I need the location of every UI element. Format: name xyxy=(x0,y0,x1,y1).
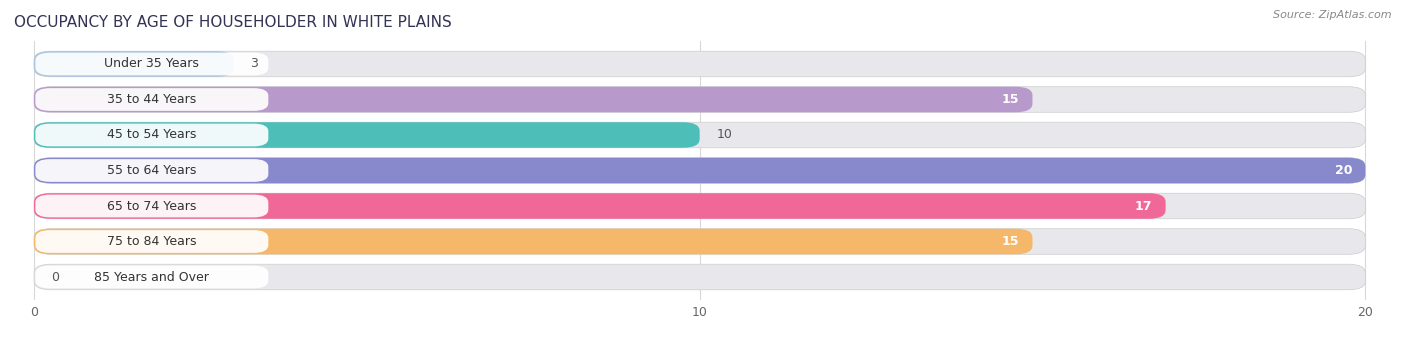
Text: 65 to 74 Years: 65 to 74 Years xyxy=(107,199,197,212)
FancyBboxPatch shape xyxy=(34,87,1365,112)
Text: 55 to 64 Years: 55 to 64 Years xyxy=(107,164,197,177)
FancyBboxPatch shape xyxy=(34,229,1032,254)
FancyBboxPatch shape xyxy=(35,159,269,182)
Text: Under 35 Years: Under 35 Years xyxy=(104,58,200,71)
Text: 15: 15 xyxy=(1001,235,1019,248)
FancyBboxPatch shape xyxy=(34,87,1032,112)
Text: OCCUPANCY BY AGE OF HOUSEHOLDER IN WHITE PLAINS: OCCUPANCY BY AGE OF HOUSEHOLDER IN WHITE… xyxy=(14,15,451,30)
Text: 85 Years and Over: 85 Years and Over xyxy=(94,270,209,283)
Text: 35 to 44 Years: 35 to 44 Years xyxy=(107,93,197,106)
FancyBboxPatch shape xyxy=(34,51,233,77)
Text: 75 to 84 Years: 75 to 84 Years xyxy=(107,235,197,248)
FancyBboxPatch shape xyxy=(34,158,1365,183)
FancyBboxPatch shape xyxy=(35,266,269,288)
FancyBboxPatch shape xyxy=(34,122,1365,148)
FancyBboxPatch shape xyxy=(34,264,1365,290)
Text: 45 to 54 Years: 45 to 54 Years xyxy=(107,129,197,142)
Text: 3: 3 xyxy=(250,58,259,71)
FancyBboxPatch shape xyxy=(35,195,269,217)
FancyBboxPatch shape xyxy=(35,53,269,75)
FancyBboxPatch shape xyxy=(34,51,1365,77)
FancyBboxPatch shape xyxy=(34,193,1365,219)
Text: 10: 10 xyxy=(716,129,733,142)
FancyBboxPatch shape xyxy=(35,124,269,146)
FancyBboxPatch shape xyxy=(34,122,700,148)
FancyBboxPatch shape xyxy=(35,230,269,253)
Text: 0: 0 xyxy=(51,270,59,283)
FancyBboxPatch shape xyxy=(34,158,1365,183)
Text: Source: ZipAtlas.com: Source: ZipAtlas.com xyxy=(1274,10,1392,20)
FancyBboxPatch shape xyxy=(34,229,1365,254)
Text: 20: 20 xyxy=(1334,164,1353,177)
FancyBboxPatch shape xyxy=(35,88,269,111)
FancyBboxPatch shape xyxy=(34,193,1166,219)
Text: 15: 15 xyxy=(1001,93,1019,106)
Text: 17: 17 xyxy=(1135,199,1153,212)
